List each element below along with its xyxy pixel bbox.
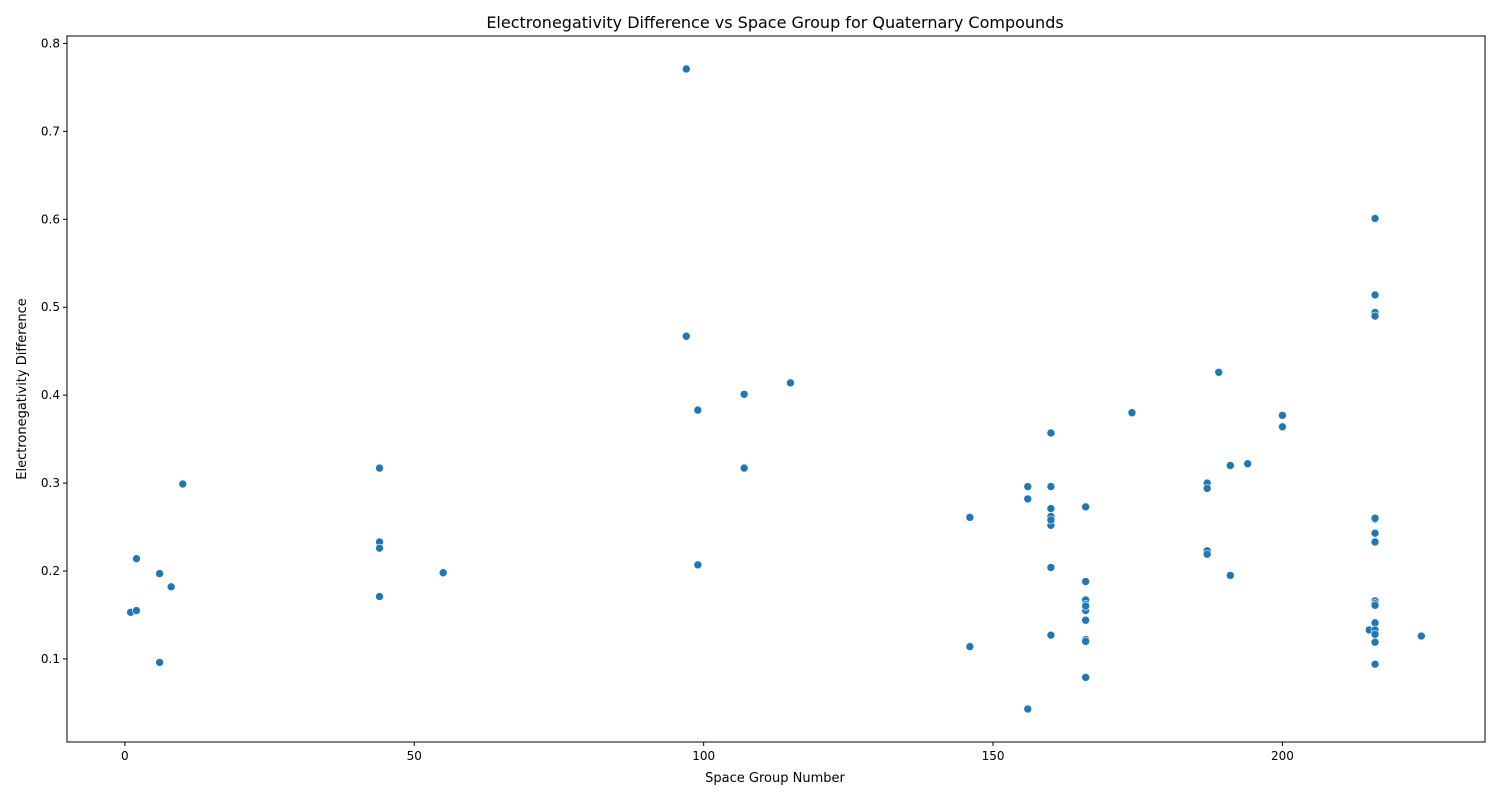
y-tick-label: 0.1 — [41, 652, 60, 666]
data-point — [155, 569, 164, 578]
x-axis-label: Space Group Number — [705, 771, 845, 786]
data-point — [1023, 494, 1033, 504]
data-point — [1370, 528, 1380, 538]
data-point — [1370, 659, 1380, 669]
data-point — [1370, 600, 1380, 610]
data-point — [786, 378, 795, 388]
x-tick-label: 150 — [982, 749, 1005, 763]
data-point — [1243, 459, 1252, 469]
data-point — [739, 463, 749, 473]
data-point — [1370, 629, 1380, 639]
data-point — [438, 568, 448, 578]
data-point — [693, 405, 703, 415]
data-point — [178, 479, 188, 489]
data-point — [1081, 615, 1090, 625]
data-point — [1046, 504, 1056, 513]
data-point — [1417, 631, 1426, 641]
data-point — [1081, 637, 1090, 646]
data-point — [693, 560, 703, 570]
x-tick-label: 100 — [692, 749, 715, 763]
x-tick-label: 0 — [121, 749, 129, 763]
data-point — [1046, 482, 1056, 491]
data-point — [1023, 704, 1033, 714]
data-point — [965, 642, 975, 651]
data-point — [1127, 408, 1137, 418]
data-point — [1023, 482, 1033, 491]
data-point — [1081, 673, 1090, 682]
data-point — [1046, 630, 1056, 640]
data-point — [1370, 290, 1380, 300]
data-point — [375, 592, 384, 601]
y-tick-label: 0.7 — [41, 124, 60, 138]
data-point — [1278, 422, 1287, 432]
data-point — [132, 606, 141, 615]
data-point — [1370, 637, 1380, 647]
data-point — [155, 658, 164, 667]
data-point — [375, 543, 384, 553]
data-point — [1046, 515, 1056, 525]
data-point — [166, 582, 176, 592]
data-point — [1046, 563, 1056, 572]
data-point — [1214, 367, 1224, 377]
data-point — [1202, 484, 1212, 493]
data-points — [126, 64, 1426, 714]
data-point — [681, 64, 691, 74]
x-axis-ticks: 0 50 100 150 200 — [121, 742, 1294, 763]
data-point — [1046, 428, 1056, 438]
data-point — [1370, 513, 1380, 523]
data-point — [1370, 311, 1380, 321]
chart-title: Electronegativity Difference vs Space Gr… — [486, 13, 1063, 32]
data-point — [1081, 502, 1090, 512]
data-point — [1278, 411, 1287, 420]
data-point — [1202, 549, 1212, 559]
y-tick-label: 0.6 — [41, 212, 60, 226]
y-tick-label: 0.5 — [41, 300, 60, 314]
y-tick-label: 0.3 — [41, 476, 60, 490]
y-tick-label: 0.4 — [41, 388, 60, 402]
data-point — [965, 513, 975, 522]
data-point — [739, 389, 749, 399]
x-tick-label: 50 — [407, 749, 422, 763]
y-tick-label: 0.2 — [41, 564, 60, 578]
data-point — [1370, 214, 1380, 223]
data-point — [681, 331, 691, 341]
x-tick-label: 200 — [1271, 749, 1294, 763]
y-axis-ticks: 0.1 0.2 0.3 0.4 0.5 0.6 0.7 0.8 — [41, 36, 67, 666]
data-point — [1081, 601, 1090, 611]
data-point — [1081, 577, 1090, 586]
data-point — [1226, 571, 1235, 580]
y-axis-label: Electronegativity Difference — [15, 298, 30, 480]
data-point — [1370, 537, 1380, 547]
data-point — [375, 463, 384, 473]
data-point — [1226, 461, 1235, 470]
data-point — [132, 554, 141, 563]
y-tick-label: 0.8 — [41, 36, 60, 50]
plot-area-frame — [66, 35, 1486, 743]
